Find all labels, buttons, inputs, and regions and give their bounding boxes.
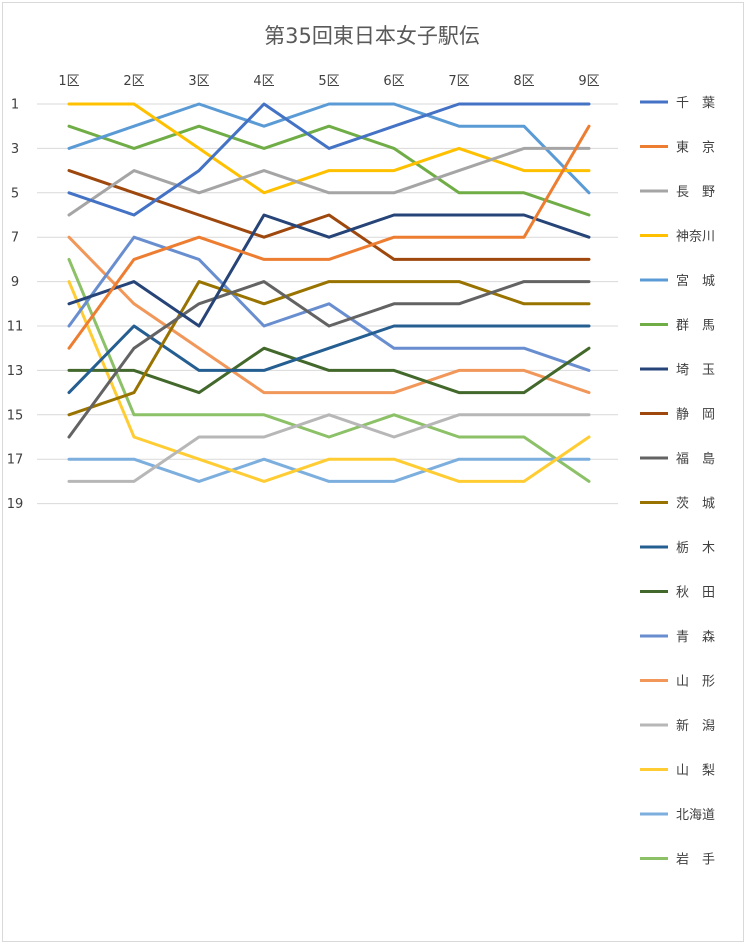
- series-line: [67, 257, 591, 483]
- y-tick-label: 5: [11, 186, 19, 201]
- x-tick-label: 8区: [513, 74, 534, 89]
- legend-label: 千 葉: [676, 96, 715, 111]
- legend-label: 神奈川: [676, 230, 715, 245]
- series-line: [67, 280, 591, 417]
- x-axis-ticks: 1区 2区 3区 4区 5区 6区 7区 8区 9区: [58, 74, 599, 89]
- series-lines: [67, 102, 591, 483]
- legend-label: 新 潟: [676, 718, 715, 734]
- series-line: [67, 235, 591, 395]
- series-line: [67, 213, 591, 328]
- legend-label: 山 形: [676, 675, 715, 690]
- series-line: [67, 235, 591, 372]
- legend-label: 秋 田: [676, 586, 715, 601]
- x-tick-label: 1区: [58, 74, 79, 89]
- legend-label: 栃 木: [676, 541, 715, 556]
- x-tick-label: 4区: [253, 74, 274, 89]
- legend-label: 青 森: [676, 630, 715, 645]
- x-tick-label: 7区: [448, 74, 469, 89]
- series-line: [67, 102, 591, 195]
- legend-label: 群 馬: [676, 319, 715, 334]
- legend-label: 宮 城: [676, 273, 715, 289]
- series-line: [67, 280, 591, 439]
- y-tick-label: 13: [7, 364, 24, 379]
- legend-label: 山 梨: [676, 764, 715, 779]
- legend-label: 北海道: [676, 808, 715, 823]
- y-tick-label: 9: [11, 275, 19, 290]
- legend-label: 岩 手: [676, 853, 715, 868]
- x-tick-label: 5区: [318, 74, 339, 89]
- series-line: [67, 146, 591, 217]
- legend-label: 長 野: [676, 185, 715, 200]
- y-tick-label: 15: [7, 408, 24, 423]
- x-tick-label: 6区: [383, 74, 404, 89]
- legend-label: 静 岡: [676, 408, 715, 423]
- y-tick-label: 11: [7, 320, 24, 335]
- chart-title: 第35回東日本女子駅伝: [264, 24, 480, 48]
- y-tick-label: 19: [7, 497, 24, 512]
- series-line: [67, 413, 591, 483]
- y-tick-label: 3: [11, 142, 19, 157]
- legend-label: 埼 玉: [676, 363, 715, 378]
- y-tick-label: 7: [11, 231, 19, 246]
- legend-label: 東 京: [676, 140, 715, 156]
- series-line: [67, 346, 591, 395]
- series-line: [67, 124, 591, 217]
- legend-label: 茨 城: [676, 497, 715, 512]
- y-tick-label: 1: [11, 98, 19, 113]
- series-line: [67, 457, 591, 483]
- series-line: [67, 102, 591, 217]
- x-tick-label: 2区: [123, 74, 144, 89]
- y-tick-label: 17: [7, 453, 24, 468]
- legend-label: 福 島: [676, 452, 715, 467]
- x-tick-label: 3区: [188, 74, 209, 89]
- series-line: [67, 280, 591, 483]
- series-line: [67, 324, 591, 395]
- series-line: [67, 124, 591, 350]
- x-tick-label: 9区: [578, 74, 599, 89]
